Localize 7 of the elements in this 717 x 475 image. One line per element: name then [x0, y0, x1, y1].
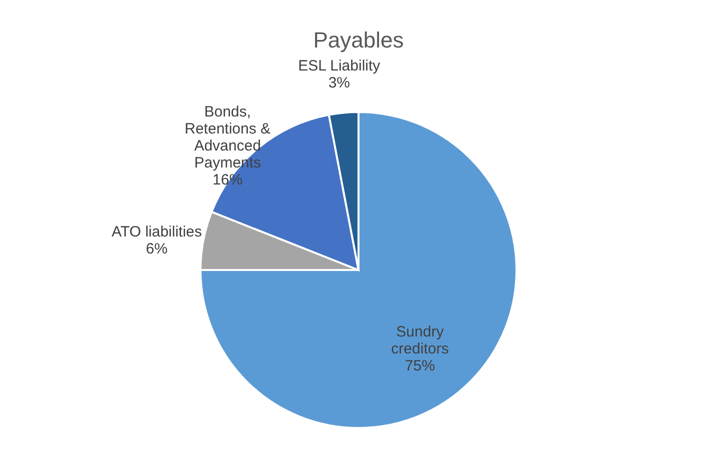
chart-title: Payables [313, 28, 404, 53]
data-label: 3% [328, 74, 350, 92]
slice-label: Sundry creditors [391, 323, 449, 358]
slice-label: ATO liabilities [112, 224, 202, 241]
data-label: 6% [146, 240, 168, 258]
slice-label: ESL Liability [298, 58, 381, 75]
data-label: 75% [404, 357, 435, 374]
